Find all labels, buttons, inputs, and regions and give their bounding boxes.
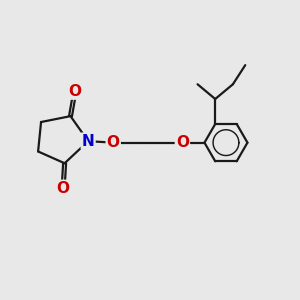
Text: O: O — [176, 135, 189, 150]
Text: O: O — [107, 135, 120, 150]
Text: O: O — [68, 84, 81, 99]
Text: N: N — [82, 134, 94, 149]
Text: O: O — [57, 181, 70, 196]
